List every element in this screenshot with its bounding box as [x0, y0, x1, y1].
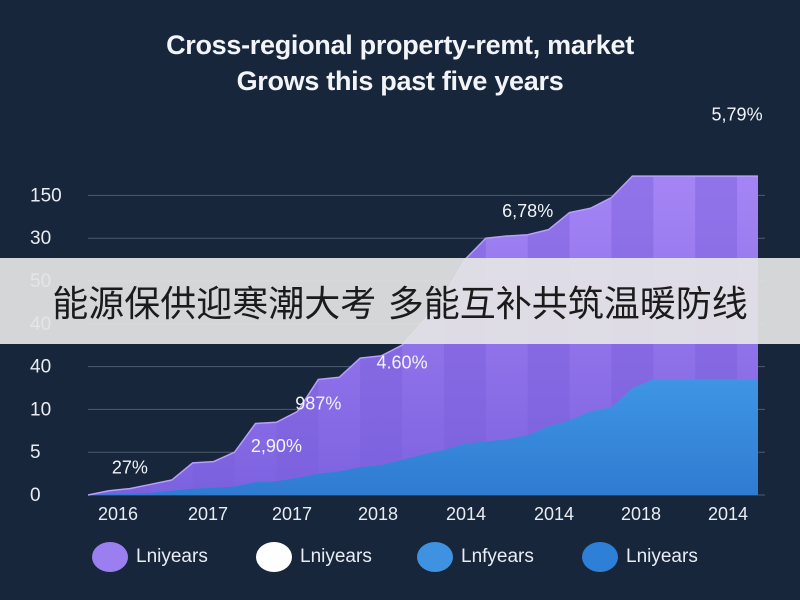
- data-label-4: 6,78%: [502, 201, 553, 221]
- x-tick-label-5: 2014: [534, 504, 574, 524]
- legend-item-3: Lnfyears: [417, 542, 534, 572]
- y-tick-label-2: 10: [30, 399, 51, 420]
- data-label-0: 27%: [112, 458, 148, 478]
- y-tick-label-7: 150: [30, 185, 62, 206]
- x-tick-label-6: 2018: [621, 504, 661, 524]
- data-label-2: 987%: [295, 393, 341, 413]
- legend-label-2: Lniyears: [300, 546, 372, 567]
- legend-label-4: Lniyears: [626, 546, 698, 567]
- chart-title-line-1: Cross-regional property-remt, market: [166, 30, 634, 60]
- data-label-5: 5,79%: [712, 105, 763, 125]
- x-tick-label-1: 2017: [188, 504, 228, 524]
- x-tick-label-7: 2014: [708, 504, 748, 524]
- y-tick-label-1: 5: [30, 442, 41, 463]
- x-tick-label-3: 2018: [358, 504, 398, 524]
- legend-swatch-2: [256, 542, 292, 572]
- legend-label-3: Lnfyears: [461, 546, 534, 567]
- y-tick-label-6: 30: [30, 228, 51, 249]
- y-tick-label-0: 0: [30, 485, 41, 506]
- series-blue-area: [88, 379, 758, 495]
- purple-band-13: [360, 345, 403, 495]
- y-tick-label-3: 40: [30, 357, 51, 378]
- x-tick-label-0: 2016: [98, 504, 138, 524]
- legend-swatch-3: [417, 542, 453, 572]
- purple-band-9: [276, 379, 319, 495]
- legend-item-4: Lniyears: [582, 542, 698, 572]
- x-tick-label-4: 2014: [446, 504, 486, 524]
- legend-item-1: Lniyears: [92, 542, 208, 572]
- legend-item-2: Lniyears: [256, 542, 372, 572]
- data-label-3: 4.60%: [377, 353, 428, 373]
- legend-label-1: Lniyears: [136, 546, 208, 567]
- legend-swatch-1: [92, 542, 128, 572]
- legend-swatch-4: [582, 542, 618, 572]
- chart-title-line-2: Grows this past five years: [236, 66, 564, 96]
- overlay-banner-text: 能源保供迎寒潮大考 多能互补共筑温暖防线: [52, 284, 748, 325]
- x-tick-label-2: 2017: [272, 504, 312, 524]
- overlay-banner: 能源保供迎寒潮大考 多能互补共筑温暖防线: [0, 258, 800, 344]
- data-label-1: 2,90%: [251, 436, 302, 456]
